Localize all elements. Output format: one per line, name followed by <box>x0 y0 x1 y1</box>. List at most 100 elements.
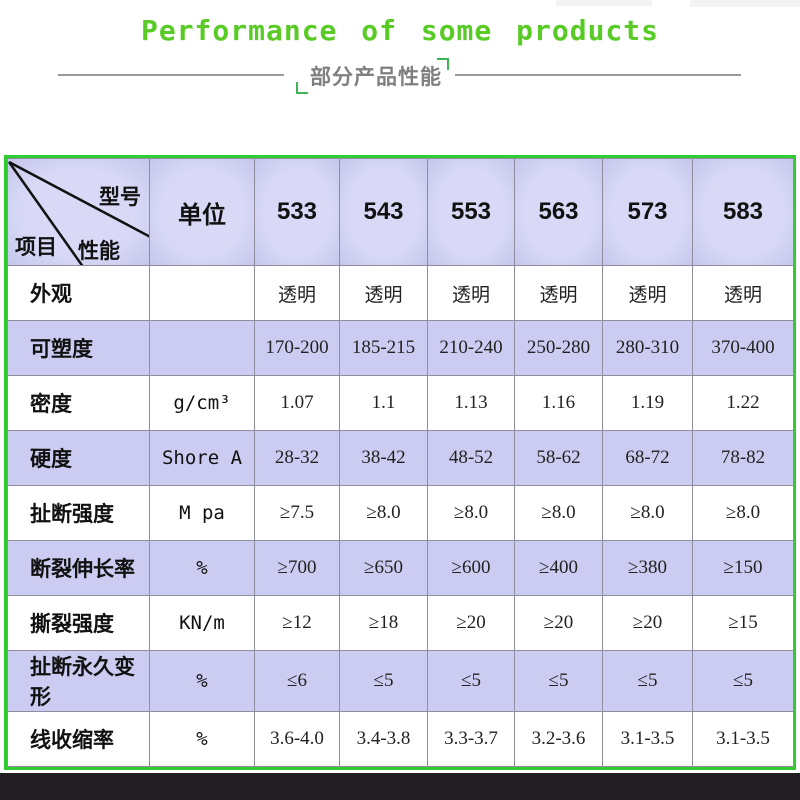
cell-value: ≥8.0 <box>339 485 428 541</box>
cell-value: ≥20 <box>427 595 515 651</box>
row-unit <box>149 320 255 376</box>
row-label: 撕裂强度 <box>7 595 150 651</box>
cell-value: ≥7.5 <box>254 485 340 541</box>
table-row: 撕裂强度 KN/m ≥12 ≥18 ≥20 ≥20 ≥20 ≥15 <box>7 595 794 651</box>
row-unit: g/cm³ <box>149 375 255 431</box>
cell-value: 280-310 <box>602 320 693 376</box>
cell-value: 185-215 <box>339 320 428 376</box>
table-row: 硬度 Shore A 28-32 38-42 48-52 58-62 68-72… <box>7 430 794 486</box>
row-label: 硬度 <box>7 430 150 486</box>
cell-value: ≤5 <box>339 650 428 712</box>
cell-value: 48-52 <box>427 430 515 486</box>
diagonal-corner-cell: 型号 项目 性能 <box>7 158 150 266</box>
cell-value: 1.16 <box>514 375 603 431</box>
cell-value: 1.07 <box>254 375 340 431</box>
divider-line-left <box>58 74 284 76</box>
cell-value: ≤6 <box>254 650 340 712</box>
row-unit: KN/m <box>149 595 255 651</box>
cell-value: ≥8.0 <box>514 485 603 541</box>
cell-value: ≥8.0 <box>427 485 515 541</box>
cell-value: 370-400 <box>692 320 794 376</box>
cell-value: ≥8.0 <box>692 485 794 541</box>
column-header-model: 533 <box>254 158 340 266</box>
cell-value: ≤5 <box>514 650 603 712</box>
cell-value: ≥12 <box>254 595 340 651</box>
cell-value: ≥650 <box>339 540 428 596</box>
cell-value: 28-32 <box>254 430 340 486</box>
cell-value: 1.22 <box>692 375 794 431</box>
row-label: 线收缩率 <box>7 711 150 767</box>
cell-value: 3.1-3.5 <box>602 711 693 767</box>
row-unit: % <box>149 540 255 596</box>
column-header-model: 573 <box>602 158 693 266</box>
cell-value: 3.2-3.6 <box>514 711 603 767</box>
corner-label-model: 型号 <box>99 186 141 209</box>
subtitle-band: 部分产品性能 <box>0 55 800 100</box>
cell-value: 透明 <box>254 265 340 321</box>
cell-value: 透明 <box>427 265 515 321</box>
page-title: Performance of some products <box>140 14 659 47</box>
cell-value: 3.1-3.5 <box>692 711 794 767</box>
cell-value: 3.4-3.8 <box>339 711 428 767</box>
cell-value: ≥20 <box>602 595 693 651</box>
cell-value: 1.13 <box>427 375 515 431</box>
row-label: 密度 <box>7 375 150 431</box>
cell-value: ≥600 <box>427 540 515 596</box>
cell-value: 58-62 <box>514 430 603 486</box>
table-row: 断裂伸长率 % ≥700 ≥650 ≥600 ≥400 ≥380 ≥150 <box>7 540 794 596</box>
cell-value: ≥8.0 <box>602 485 693 541</box>
table-row: 外观 透明 透明 透明 透明 透明 透明 <box>7 265 794 321</box>
cell-value: ≥20 <box>514 595 603 651</box>
cell-value: 1.1 <box>339 375 428 431</box>
row-unit <box>149 265 255 321</box>
cell-value: 210-240 <box>427 320 515 376</box>
column-header-model: 563 <box>514 158 603 266</box>
cell-value: 38-42 <box>339 430 428 486</box>
table-row: 线收缩率 % 3.6-4.0 3.4-3.8 3.3-3.7 3.2-3.6 3… <box>7 711 794 767</box>
corner-label-project: 项目 <box>15 236 57 259</box>
cell-value: 170-200 <box>254 320 340 376</box>
scan-artifact <box>690 0 800 7</box>
bottom-dark-band <box>0 773 800 800</box>
row-unit: M pa <box>149 485 255 541</box>
diagonal-lines-icon <box>8 160 149 265</box>
cell-value: ≥400 <box>514 540 603 596</box>
cell-value: 250-280 <box>514 320 603 376</box>
column-header-model: 553 <box>427 158 515 266</box>
column-header-unit: 单位 <box>149 158 255 266</box>
cell-value: 78-82 <box>692 430 794 486</box>
row-unit: % <box>149 711 255 767</box>
table-row: 密度 g/cm³ 1.07 1.1 1.13 1.16 1.19 1.22 <box>7 375 794 431</box>
header-row: 型号 项目 性能 单位 533 543 553 563 573 583 <box>7 158 794 266</box>
table-row: 扯断强度 M pa ≥7.5 ≥8.0 ≥8.0 ≥8.0 ≥8.0 ≥8.0 <box>7 485 794 541</box>
cell-value: 透明 <box>692 265 794 321</box>
corner-bracket-top-right <box>437 58 449 70</box>
cell-value: 透明 <box>339 265 428 321</box>
row-unit: Shore A <box>149 430 255 486</box>
performance-table: 型号 项目 性能 单位 533 543 553 563 573 583 外观 透… <box>4 155 796 770</box>
divider-line-right <box>455 74 741 76</box>
cell-value: 透明 <box>514 265 603 321</box>
cell-value: ≥700 <box>254 540 340 596</box>
corner-label-performance: 性能 <box>78 240 120 263</box>
cell-value: ≤5 <box>427 650 515 712</box>
cell-value: ≥150 <box>692 540 794 596</box>
table-row: 可塑度 170-200 185-215 210-240 250-280 280-… <box>7 320 794 376</box>
cell-value: 透明 <box>602 265 693 321</box>
corner-bracket-bottom-left <box>296 82 308 94</box>
table-row: 扯断永久变形 % ≤6 ≤5 ≤5 ≤5 ≤5 ≤5 <box>7 650 794 712</box>
row-label: 可塑度 <box>7 320 150 376</box>
row-label: 扯断强度 <box>7 485 150 541</box>
cell-value: ≤5 <box>602 650 693 712</box>
page-subtitle: 部分产品性能 <box>310 66 442 89</box>
cell-value: 68-72 <box>602 430 693 486</box>
row-label: 外观 <box>7 265 150 321</box>
row-label: 扯断永久变形 <box>7 650 150 712</box>
cell-value: 3.6-4.0 <box>254 711 340 767</box>
cell-value: ≤5 <box>692 650 794 712</box>
scan-artifact <box>556 0 652 6</box>
cell-value: ≥380 <box>602 540 693 596</box>
cell-value: ≥15 <box>692 595 794 651</box>
column-header-model: 543 <box>339 158 428 266</box>
spec-table: 型号 项目 性能 单位 533 543 553 563 573 583 外观 透… <box>7 158 794 767</box>
